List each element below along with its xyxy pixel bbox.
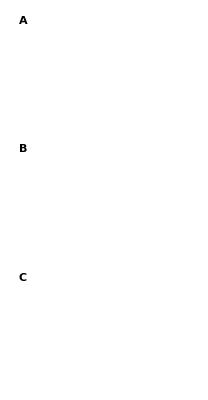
Text: A: A — [19, 16, 27, 26]
Text: B: B — [19, 144, 27, 154]
Text: C: C — [19, 273, 27, 283]
